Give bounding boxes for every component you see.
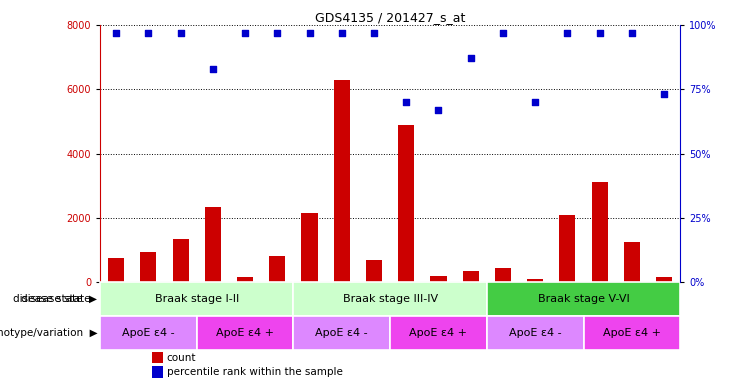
Bar <box>527 279 543 282</box>
Point <box>433 107 445 113</box>
Bar <box>495 268 511 282</box>
Bar <box>591 182 608 282</box>
Bar <box>100 282 293 316</box>
Text: percentile rank within the sample: percentile rank within the sample <box>167 367 342 377</box>
Bar <box>398 125 414 282</box>
Bar <box>366 260 382 282</box>
Point <box>304 30 316 36</box>
Bar <box>584 316 680 349</box>
Bar <box>559 215 576 282</box>
Bar <box>462 271 479 282</box>
Point <box>594 30 605 36</box>
Bar <box>197 316 293 349</box>
Bar <box>656 277 672 282</box>
Bar <box>108 258 124 282</box>
Text: ApoE ε4 -: ApoE ε4 - <box>509 328 562 338</box>
Point <box>658 91 670 98</box>
Text: count: count <box>167 353 196 362</box>
Text: disease state: disease state <box>21 294 94 304</box>
Text: genotype/variation  ▶: genotype/variation ▶ <box>0 328 97 338</box>
Text: ApoE ε4 -: ApoE ε4 - <box>122 328 175 338</box>
Bar <box>293 282 487 316</box>
Bar <box>152 352 163 363</box>
Text: ApoE ε4 -: ApoE ε4 - <box>316 328 368 338</box>
Bar <box>140 252 156 282</box>
Point <box>336 30 348 36</box>
Text: disease state  ▶: disease state ▶ <box>13 294 97 304</box>
Text: ApoE ε4 +: ApoE ε4 + <box>216 328 274 338</box>
Text: ApoE ε4 +: ApoE ε4 + <box>410 328 468 338</box>
Point <box>529 99 541 105</box>
Bar <box>205 207 221 282</box>
Text: Braak stage III-IV: Braak stage III-IV <box>342 294 438 304</box>
Point <box>110 30 122 36</box>
Bar <box>431 276 447 282</box>
Title: GDS4135 / 201427_s_at: GDS4135 / 201427_s_at <box>315 11 465 24</box>
Text: Braak stage I-II: Braak stage I-II <box>155 294 239 304</box>
Bar <box>391 316 487 349</box>
Point <box>142 30 154 36</box>
Point <box>400 99 412 105</box>
Point <box>271 30 283 36</box>
Point <box>562 30 574 36</box>
Text: Braak stage V-VI: Braak stage V-VI <box>538 294 629 304</box>
Bar <box>237 277 253 282</box>
Point <box>175 30 187 36</box>
Bar <box>173 239 189 282</box>
Bar <box>333 79 350 282</box>
Point <box>626 30 638 36</box>
Point <box>497 30 509 36</box>
Bar <box>487 316 584 349</box>
Point <box>465 55 476 61</box>
Bar <box>624 242 640 282</box>
Point <box>239 30 251 36</box>
Text: ApoE ε4 +: ApoE ε4 + <box>603 328 661 338</box>
Point <box>207 66 219 72</box>
Bar <box>100 316 197 349</box>
Bar <box>302 213 318 282</box>
Point <box>368 30 380 36</box>
Bar <box>152 366 163 378</box>
Bar <box>269 257 285 282</box>
Bar <box>487 282 680 316</box>
Bar <box>293 316 391 349</box>
